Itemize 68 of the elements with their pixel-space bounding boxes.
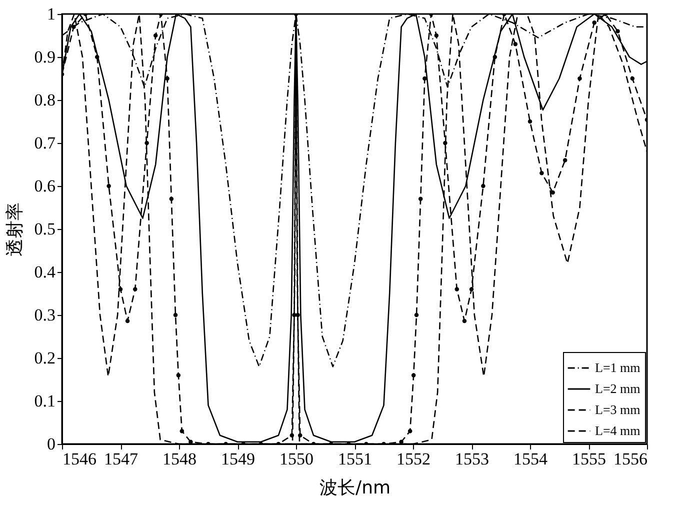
x-axis-title: 波长/nm [319, 478, 391, 498]
y-tick-label: 0.3 [34, 306, 56, 324]
point [469, 287, 474, 292]
y-tick-label: 1 [47, 4, 56, 24]
point [528, 119, 532, 124]
point [616, 29, 620, 34]
point [462, 318, 467, 324]
point [296, 312, 300, 318]
x-tick-label: 1556 [614, 450, 648, 468]
x-tick-label: 1555 [572, 450, 606, 468]
point [292, 312, 296, 318]
point [188, 440, 193, 444]
y-tick-label: 0.4 [34, 262, 56, 282]
x-tick-label: 1552 [396, 450, 430, 468]
y-tick-label: 0.5 [34, 220, 56, 238]
point [173, 312, 178, 318]
legend-label: L=4 mm [595, 423, 640, 438]
x-tick-label: 1553 [455, 450, 489, 468]
point [408, 428, 412, 434]
legend-label: L=3 mm [595, 402, 640, 417]
point [434, 33, 439, 38]
point [133, 287, 138, 292]
point [540, 170, 544, 176]
x-tick-label: 1550 [280, 450, 314, 468]
point [72, 24, 76, 30]
point [176, 373, 181, 378]
x-tick-label: 1546 [62, 450, 96, 468]
y-tick-label: 0.7 [34, 134, 56, 152]
point [144, 140, 149, 146]
point [562, 158, 568, 162]
point [422, 76, 427, 81]
x-tick-label: 1547 [104, 450, 138, 468]
point [513, 42, 518, 46]
point [443, 140, 448, 146]
point [414, 312, 419, 318]
y-axis-title: 透射率 [4, 202, 26, 256]
point [125, 318, 130, 324]
point [94, 54, 100, 60]
point [180, 428, 184, 434]
x-tick-label: 1554 [514, 450, 548, 468]
point [106, 184, 111, 188]
point [418, 196, 423, 202]
point [492, 54, 498, 60]
y-tick-label: 0.2 [34, 348, 56, 368]
point [481, 184, 486, 188]
point [290, 433, 294, 438]
y-tick-label: 0.6 [34, 176, 56, 196]
y-tick-label: 0.9 [34, 48, 56, 66]
x-tick-label: 1551 [338, 450, 372, 468]
point [630, 76, 634, 81]
point [169, 196, 174, 202]
point [454, 287, 459, 292]
point [153, 33, 158, 38]
legend-label: L=2 mm [595, 381, 640, 396]
y-tick-label: 0 [47, 434, 56, 454]
y-tick-label: 0.8 [34, 90, 56, 110]
point [411, 373, 416, 378]
point [165, 76, 170, 81]
point [578, 76, 582, 81]
point [298, 433, 302, 438]
x-tick-label: 1548 [162, 450, 196, 468]
point [550, 190, 555, 195]
point [592, 20, 596, 25]
point [118, 287, 123, 292]
point [399, 440, 404, 444]
y-tick-label: 0.1 [34, 392, 56, 410]
x-tick-label: 1549 [221, 450, 255, 468]
legend-label: L=1 mm [595, 360, 640, 375]
